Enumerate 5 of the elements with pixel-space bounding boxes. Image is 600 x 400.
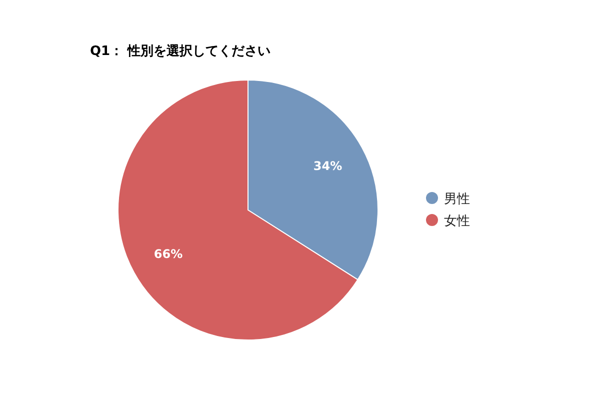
data-label: 66% <box>154 246 183 261</box>
data-label: 34% <box>313 159 342 174</box>
legend-label: 男性 <box>444 192 470 207</box>
legend-label: 女性 <box>444 214 470 229</box>
chart-title: Q1： 性別を選択してください <box>90 44 271 59</box>
